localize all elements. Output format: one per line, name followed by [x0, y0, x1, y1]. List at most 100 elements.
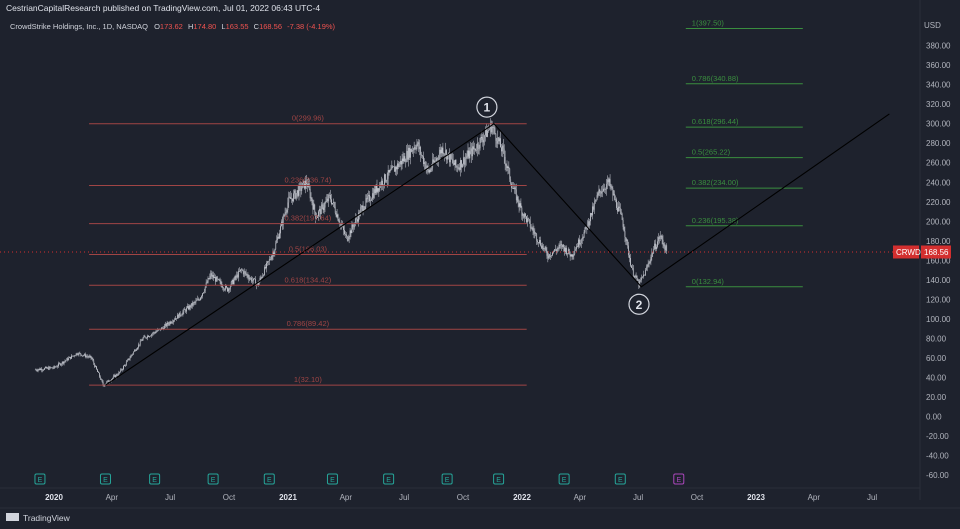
candle-body — [623, 226, 625, 232]
candle-body — [283, 215, 285, 217]
time-tick-label: Apr — [574, 493, 587, 502]
candle-body — [119, 371, 121, 373]
candle-body — [288, 196, 290, 203]
earnings-marker[interactable] — [326, 473, 338, 485]
candle-body — [314, 204, 316, 212]
candle-body — [444, 154, 446, 155]
candle-body — [250, 277, 252, 279]
candle-body — [570, 254, 572, 257]
candle-body — [276, 239, 278, 244]
candle-body — [454, 159, 456, 165]
candle-body — [463, 157, 465, 165]
candle-body — [131, 354, 133, 356]
candle-body — [215, 277, 216, 282]
candle-body — [532, 227, 534, 231]
candle-body — [62, 361, 64, 364]
candle-body — [593, 206, 594, 210]
candle-body — [79, 352, 81, 354]
candle-body — [246, 274, 248, 276]
earnings-marker[interactable] — [99, 473, 111, 485]
earnings-marker[interactable] — [149, 473, 161, 485]
candle-body — [262, 275, 264, 278]
candle-body — [154, 332, 156, 334]
candle-body — [378, 188, 380, 191]
candle-body — [236, 274, 238, 278]
candle-body — [57, 366, 58, 367]
earnings-marker[interactable] — [673, 473, 685, 485]
candle-body — [294, 190, 295, 194]
earnings-marker[interactable] — [207, 473, 219, 485]
price-tick-label: 80.00 — [926, 334, 947, 343]
candle-body — [618, 206, 619, 212]
candle-body — [109, 381, 110, 383]
candle-body — [204, 286, 206, 291]
candle-body — [49, 366, 51, 368]
candle-body — [628, 245, 629, 256]
candle-body — [152, 332, 154, 334]
candle-body — [592, 206, 593, 216]
candle-body — [153, 332, 155, 334]
candle-body — [278, 236, 279, 239]
candle-body — [512, 187, 513, 189]
candle-body — [238, 270, 239, 278]
candle-body — [640, 279, 642, 281]
candle-body — [163, 328, 164, 330]
candle-body — [645, 267, 647, 270]
candle-body — [218, 279, 220, 281]
candle-body — [216, 277, 217, 282]
time-axis[interactable]: 2020 Apr Jul Oct 2021 Apr Jul Oct 2022 Apr Jul Oct 2… — [45, 493, 877, 502]
candle-body — [166, 322, 168, 327]
candle-body — [66, 358, 68, 361]
candle-body — [398, 163, 400, 167]
candle-body — [410, 148, 411, 158]
candle-body — [645, 269, 646, 276]
candle-body — [50, 367, 52, 369]
candle-body — [576, 246, 577, 250]
candle-body — [472, 146, 473, 157]
candle-body — [409, 147, 410, 158]
candle-body — [420, 146, 421, 155]
candle-body — [191, 303, 193, 306]
earnings-marker-label: E — [386, 477, 391, 484]
candle-body — [247, 274, 249, 278]
candle-body — [660, 235, 662, 237]
candle-body — [172, 322, 174, 323]
candle-body — [273, 252, 275, 255]
candle-body — [515, 187, 516, 190]
earnings-marker[interactable] — [614, 473, 626, 485]
candle-body — [599, 189, 601, 192]
candle-body — [325, 201, 327, 203]
candle-body — [432, 159, 434, 168]
candle-body — [143, 336, 145, 338]
tradingview-logo[interactable]: TradingView — [6, 513, 71, 523]
candle-body — [594, 200, 596, 203]
candle-body — [549, 254, 551, 257]
candle-body — [58, 363, 59, 367]
candle-body — [233, 279, 235, 285]
earnings-marker[interactable] — [441, 473, 453, 485]
price-axis[interactable]: 380.00 360.00 340.00 320.00 300.00 280.00 260.… — [926, 42, 951, 480]
candle-body — [431, 167, 433, 170]
candle-body — [495, 133, 497, 141]
candle-body — [449, 152, 450, 163]
earnings-marker[interactable] — [34, 473, 46, 485]
earnings-marker[interactable] — [493, 473, 505, 485]
price-tick-label: 60.00 — [926, 354, 947, 363]
candle-body — [324, 202, 326, 208]
candle-body — [477, 143, 479, 149]
earnings-marker[interactable] — [383, 473, 395, 485]
earnings-marker[interactable] — [558, 473, 570, 485]
candle-body — [646, 266, 648, 268]
candle-body — [180, 315, 182, 316]
candle-body — [376, 185, 378, 192]
time-tick-label: Jul — [399, 493, 409, 502]
candle-body — [622, 219, 624, 227]
candle-body — [177, 314, 178, 319]
candle-body — [34, 369, 36, 371]
candle-body — [496, 140, 498, 144]
candle-body — [535, 232, 537, 234]
candle-body — [358, 212, 359, 222]
candle-body — [356, 218, 357, 220]
earnings-marker[interactable] — [263, 473, 275, 485]
